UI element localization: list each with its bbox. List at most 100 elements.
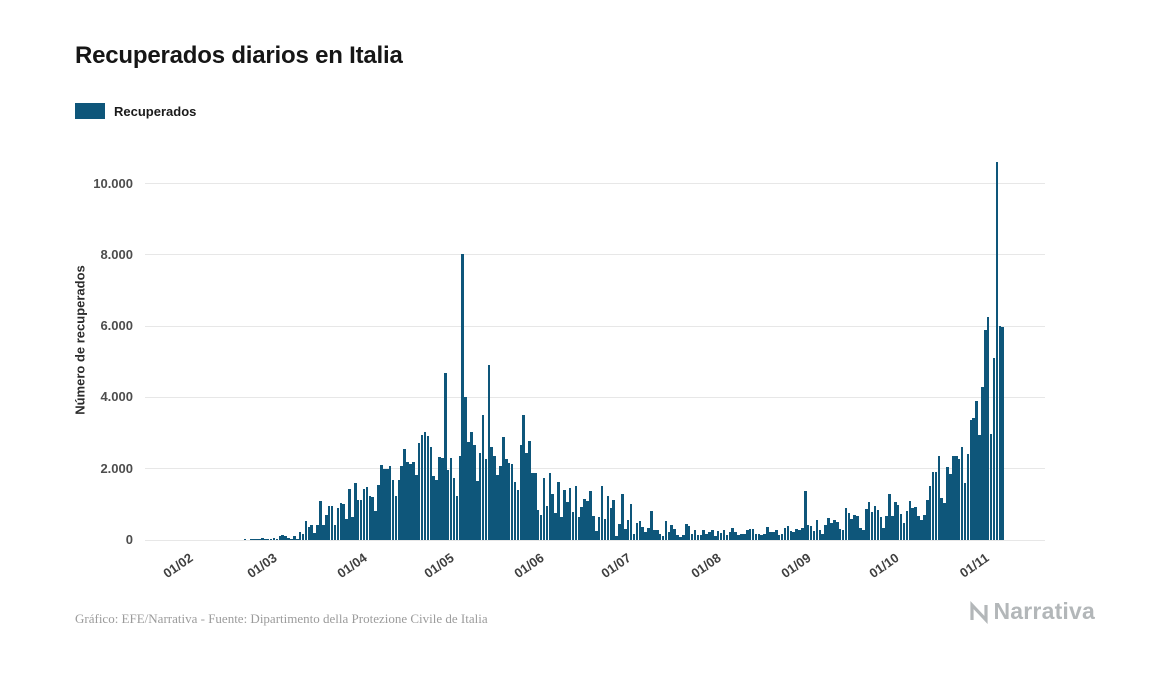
bar — [531, 473, 534, 540]
bar — [536, 509, 540, 540]
bar — [519, 444, 523, 540]
bar — [682, 535, 685, 540]
bar — [560, 517, 563, 540]
bar — [769, 532, 772, 540]
bar — [734, 532, 737, 540]
bar — [632, 534, 636, 540]
bar — [542, 478, 546, 540]
bar — [722, 529, 726, 540]
bar — [446, 469, 450, 540]
bar — [862, 530, 865, 540]
bar — [946, 467, 949, 540]
bar — [653, 530, 656, 540]
bar — [438, 457, 441, 540]
bar — [618, 524, 621, 540]
bar — [261, 538, 264, 540]
bar — [914, 506, 917, 540]
bar — [719, 533, 723, 540]
bar — [766, 527, 769, 540]
bar — [534, 472, 537, 540]
bar — [385, 469, 389, 540]
bar — [844, 507, 848, 540]
bar — [955, 455, 958, 540]
bar — [609, 508, 613, 540]
bar — [475, 480, 479, 540]
bar — [621, 493, 624, 540]
bar — [809, 525, 813, 540]
bar — [798, 529, 801, 540]
bar — [606, 496, 610, 540]
bar — [322, 525, 325, 540]
bar — [879, 516, 883, 540]
bar — [563, 490, 566, 540]
bar — [638, 521, 642, 540]
bar — [667, 531, 671, 540]
bar — [708, 531, 711, 540]
y-tick-label: 0 — [125, 532, 133, 547]
x-tick-label: 01/07 — [598, 550, 635, 581]
bar — [725, 535, 729, 540]
bar — [574, 486, 578, 540]
y-tick-label: 10.000 — [93, 175, 133, 191]
bar — [539, 514, 543, 540]
bar — [319, 501, 322, 540]
bar — [928, 486, 932, 540]
bar — [484, 458, 488, 540]
bar — [397, 479, 401, 540]
bar — [336, 508, 340, 540]
bar — [522, 415, 525, 540]
bar — [888, 494, 891, 540]
bar — [801, 527, 804, 540]
bar — [644, 532, 647, 540]
bar — [957, 458, 961, 540]
bar — [804, 491, 807, 540]
bar — [528, 440, 531, 540]
bar — [551, 493, 554, 540]
bar — [420, 435, 424, 540]
narrativa-n-icon — [967, 600, 991, 624]
bar — [737, 534, 740, 540]
gridline — [145, 254, 1045, 256]
bar — [1001, 327, 1004, 540]
x-tick-label: 01/09 — [778, 550, 815, 581]
bar — [354, 483, 357, 540]
bar — [870, 511, 874, 540]
bar — [661, 535, 665, 540]
bar — [557, 482, 560, 540]
bar — [975, 400, 978, 540]
bar — [467, 442, 470, 540]
bar — [745, 530, 749, 540]
bar — [902, 522, 906, 540]
bar — [891, 515, 894, 540]
bar — [351, 516, 354, 540]
bar — [711, 530, 714, 540]
bar — [777, 534, 781, 540]
bar — [824, 524, 827, 540]
bar — [702, 529, 705, 540]
bar — [449, 457, 453, 540]
bar — [415, 475, 418, 540]
bar — [818, 530, 822, 540]
bar — [812, 531, 816, 540]
bar — [452, 478, 456, 540]
bar — [565, 502, 569, 540]
bar — [290, 538, 293, 540]
bar — [780, 533, 784, 540]
bar — [310, 525, 314, 540]
bar — [568, 487, 572, 540]
bar — [679, 536, 682, 540]
bar — [356, 500, 360, 540]
bar — [513, 481, 517, 540]
bar — [795, 528, 798, 540]
bar — [986, 317, 990, 540]
bar — [923, 515, 926, 540]
bar — [754, 534, 758, 540]
bar — [478, 452, 482, 540]
bar — [998, 326, 1002, 540]
bar — [978, 434, 981, 540]
bar — [943, 502, 946, 540]
bar — [972, 418, 975, 540]
bar — [388, 465, 392, 540]
bar — [835, 521, 839, 540]
bar — [699, 534, 703, 540]
